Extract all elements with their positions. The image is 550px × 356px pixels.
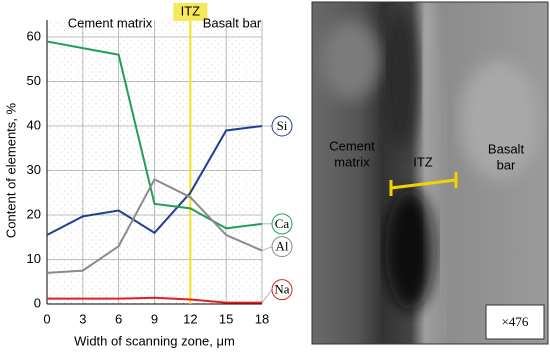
legend-label: Si [277,118,288,133]
y-tick-label: 60 [27,28,41,43]
annotation: Cement matrix [68,15,153,30]
legend-circle [271,236,293,258]
x-tick-label: 3 [79,311,86,326]
series-line [46,125,263,236]
y-axis-label: Content of elements, % [3,103,18,239]
legend-label: Na [274,282,289,297]
micrograph [312,2,548,344]
x-tick-label: 9 [151,311,158,326]
micro-label: Cement [329,138,375,153]
x-tick-label: 6 [115,311,122,326]
legend-circle [271,213,293,235]
x-tick-label: 18 [255,311,269,326]
itz-scale-bar [389,172,458,196]
micrograph-border [311,1,549,345]
series-line [46,40,263,230]
legend-circle [271,279,293,301]
label-leader [261,289,273,303]
label-leader [261,246,273,251]
y-tick-label: 30 [27,162,41,177]
legend-label: Al [276,239,289,254]
x-tick-label: 12 [183,311,197,326]
micro-label: ITZ [413,154,433,169]
y-tick-label: 50 [27,73,41,88]
x-tick-label: 0 [43,311,50,326]
series-line [46,178,263,274]
micro-label: matrix [334,154,370,169]
legend-circle [271,115,293,137]
y-tick-label: 0 [34,295,41,310]
series-line [47,296,262,304]
magnification: ×476 [502,314,529,329]
y-tick-label: 20 [27,206,41,221]
annotation: ITZ [181,3,201,18]
micro-label: bar [497,157,516,172]
legend-label: Ca [275,216,290,231]
y-tick-label: 40 [27,117,41,132]
x-tick-label: 15 [219,311,233,326]
annotation: Basalt bar [203,15,262,30]
magnification-box [485,304,545,340]
itz-label-bg [173,3,208,21]
x-axis-label: Width of scanning zone, μm [74,333,235,348]
micro-label: Basalt [488,141,525,156]
y-tick-label: 10 [27,251,41,266]
